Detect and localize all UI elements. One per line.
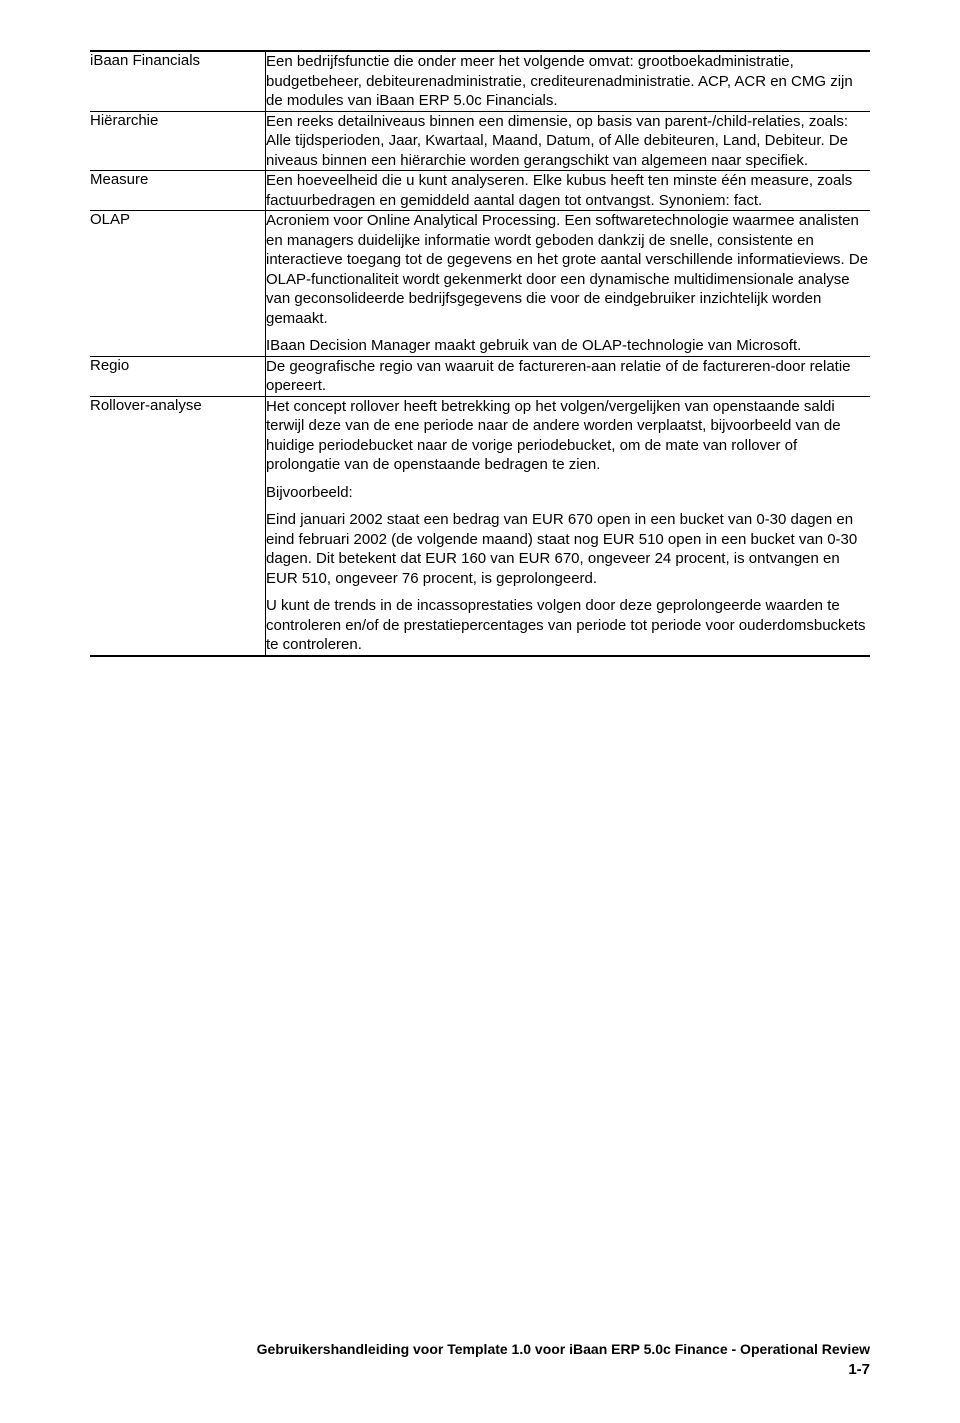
term-cell: Hiërarchie [90,111,266,171]
definition-cell: Het concept rollover heeft betrekking op… [266,396,871,656]
document-page: iBaan Financials Een bedrijfsfunctie die… [0,0,960,1423]
definition-paragraph: Een bedrijfsfunctie die onder meer het v… [266,52,870,111]
table-row: Hiërarchie Een reeks detailniveaus binne… [90,111,870,171]
footer-title: Gebruikershandleiding voor Template 1.0 … [90,1341,870,1357]
definition-cell: Acroniem voor Online Analytical Processi… [266,211,871,357]
definition-paragraph: Eind januari 2002 staat een bedrag van E… [266,510,870,588]
definition-paragraph: Een reeks detailniveaus binnen een dimen… [266,112,870,171]
definition-cell: De geografische regio van waaruit de fac… [266,356,871,396]
definition-paragraph: U kunt de trends in de incassoprestaties… [266,596,870,655]
definition-cell: Een bedrijfsfunctie die onder meer het v… [266,51,871,111]
definition-cell: Een reeks detailniveaus binnen een dimen… [266,111,871,171]
definition-paragraph: Het concept rollover heeft betrekking op… [266,397,870,475]
table-row: iBaan Financials Een bedrijfsfunctie die… [90,51,870,111]
table-row: OLAP Acroniem voor Online Analytical Pro… [90,211,870,357]
table-row: Measure Een hoeveelheid die u kunt analy… [90,171,870,211]
definition-paragraph: Bijvoorbeeld: [266,483,870,503]
definition-cell: Een hoeveelheid die u kunt analyseren. E… [266,171,871,211]
definition-paragraph: De geografische regio van waaruit de fac… [266,357,870,396]
page-footer: Gebruikershandleiding voor Template 1.0 … [90,1341,870,1378]
table-row: Rollover-analyse Het concept rollover he… [90,396,870,656]
definition-paragraph: Een hoeveelheid die u kunt analyseren. E… [266,171,870,210]
footer-page-number: 1-7 [90,1361,870,1378]
glossary-table: iBaan Financials Een bedrijfsfunctie die… [90,50,870,657]
term-cell: Measure [90,171,266,211]
table-row: Regio De geografische regio van waaruit … [90,356,870,396]
term-cell: iBaan Financials [90,51,266,111]
term-cell: Rollover-analyse [90,396,266,656]
definition-paragraph: Acroniem voor Online Analytical Processi… [266,211,870,328]
term-cell: Regio [90,356,266,396]
definition-paragraph: IBaan Decision Manager maakt gebruik van… [266,336,870,356]
term-cell: OLAP [90,211,266,357]
